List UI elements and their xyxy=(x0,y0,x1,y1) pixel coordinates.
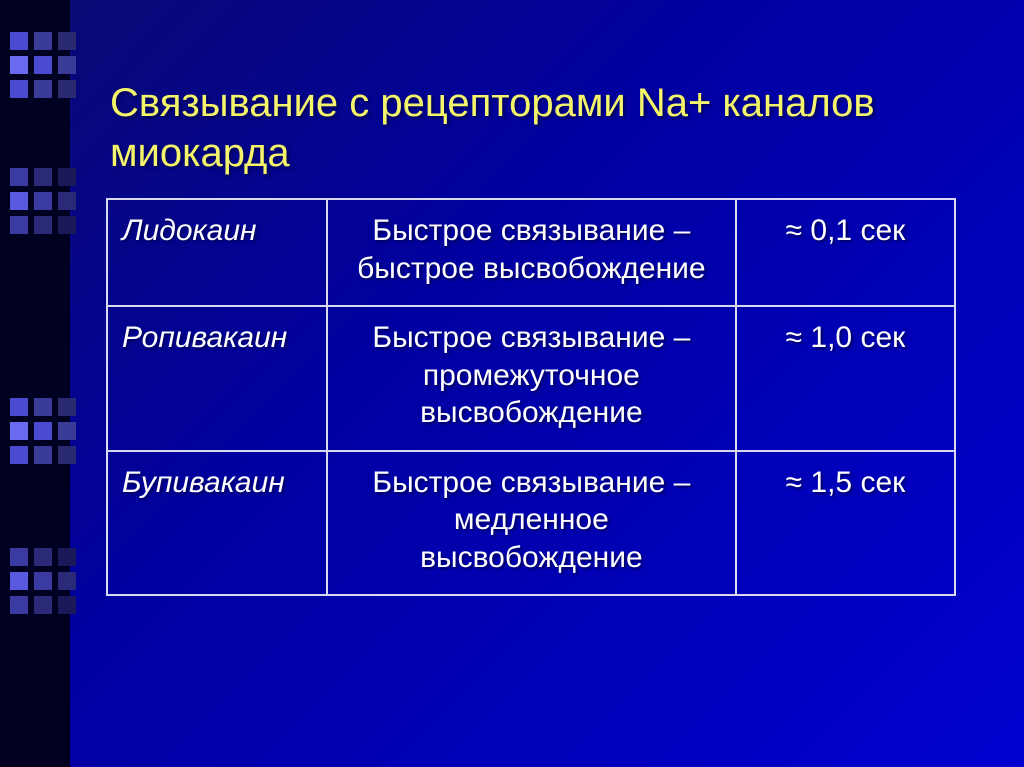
decor-square xyxy=(58,548,76,566)
decor-square xyxy=(10,80,28,98)
decor-square xyxy=(58,596,76,614)
decor-square xyxy=(10,32,28,50)
decor-square xyxy=(34,192,52,210)
decor-square xyxy=(10,572,28,590)
decor-square xyxy=(34,216,52,234)
decor-square xyxy=(34,548,52,566)
decor-square xyxy=(10,548,28,566)
decor-square xyxy=(34,446,52,464)
decor-row xyxy=(10,216,76,234)
cell-time: ≈ 1,0 сек xyxy=(736,306,955,451)
decor-row xyxy=(10,56,76,74)
decor-square xyxy=(58,216,76,234)
decor-square xyxy=(10,56,28,74)
table-row: Бупивакаин Быстрое связывание – медленно… xyxy=(107,451,955,596)
decor-square xyxy=(58,80,76,98)
decor-row xyxy=(10,192,76,210)
decor-row xyxy=(10,572,76,590)
decor-square xyxy=(58,192,76,210)
decor-row xyxy=(10,548,76,566)
slide: Связывание с рецепторами Na+ каналов мио… xyxy=(0,0,1024,767)
decor-row xyxy=(10,446,76,464)
decor-square xyxy=(34,398,52,416)
decor-square xyxy=(34,56,52,74)
decor-square xyxy=(58,32,76,50)
decor-square xyxy=(10,422,28,440)
decor-row xyxy=(10,596,76,614)
side-decor-strip xyxy=(0,0,70,767)
decor-square xyxy=(58,572,76,590)
decor-row xyxy=(10,398,76,416)
decor-square xyxy=(34,168,52,186)
decor-square xyxy=(34,596,52,614)
decor-square xyxy=(34,32,52,50)
cell-binding: Быстрое связывание – промежуточное высво… xyxy=(327,306,736,451)
decor-square xyxy=(10,192,28,210)
cell-drug: Ропивакаин xyxy=(107,306,327,451)
decor-square xyxy=(58,56,76,74)
table-row: Ропивакаин Быстрое связывание – промежут… xyxy=(107,306,955,451)
decor-square xyxy=(10,596,28,614)
cell-time: ≈ 1,5 сек xyxy=(736,451,955,596)
binding-table: Лидокаин Быстрое связывание – быстрое вы… xyxy=(106,198,956,596)
decor-row xyxy=(10,422,76,440)
table-row: Лидокаин Быстрое связывание – быстрое вы… xyxy=(107,199,955,306)
decor-square xyxy=(34,422,52,440)
decor-square xyxy=(34,80,52,98)
decor-square xyxy=(58,422,76,440)
decor-square xyxy=(58,446,76,464)
decor-square xyxy=(58,398,76,416)
cell-time: ≈ 0,1 сек xyxy=(736,199,955,306)
decor-row xyxy=(10,80,76,98)
decor-square xyxy=(34,572,52,590)
decor-row xyxy=(10,168,76,186)
cell-binding: Быстрое связывание – быстрое высвобожден… xyxy=(327,199,736,306)
cell-drug: Лидокаин xyxy=(107,199,327,306)
cell-binding: Быстрое связывание – медленное высвобожд… xyxy=(327,451,736,596)
decor-square xyxy=(58,168,76,186)
decor-square xyxy=(10,446,28,464)
decor-square xyxy=(10,168,28,186)
decor-square xyxy=(10,398,28,416)
decor-row xyxy=(10,32,76,50)
cell-drug: Бупивакаин xyxy=(107,451,327,596)
slide-title: Связывание с рецепторами Na+ каналов мио… xyxy=(110,78,964,178)
decor-square xyxy=(10,216,28,234)
